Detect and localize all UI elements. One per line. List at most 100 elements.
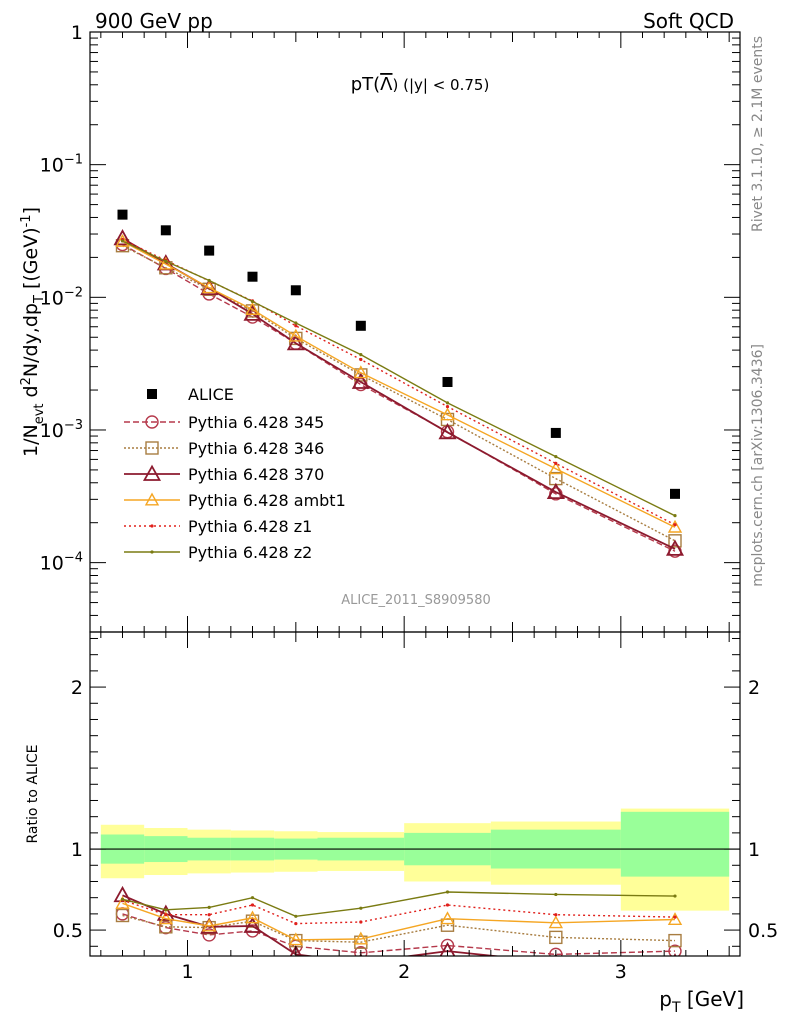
point-5-4 xyxy=(294,324,298,328)
ratio-point-3-0 xyxy=(115,895,130,909)
ratio-point-4-4 xyxy=(294,922,298,926)
ratio-point-5-1 xyxy=(164,908,168,912)
legend-item-0: ALICE xyxy=(147,385,234,404)
ytick-label-0: 1 xyxy=(71,22,83,44)
y-axis-label: 1/Nevt d2N/dy,dpT [(GeV)-1] xyxy=(19,207,47,457)
series-line-4 xyxy=(122,240,676,528)
point-6-3 xyxy=(250,299,255,304)
legend-item-2: Pythia 6.428 346 xyxy=(124,439,324,458)
ratio-point-4-8 xyxy=(673,915,677,919)
ratio-frame xyxy=(89,631,741,957)
ytick-base: 10 xyxy=(40,155,64,177)
ratio-point-0-7 xyxy=(549,947,563,956)
ratio-point-4-1 xyxy=(164,913,168,917)
ylabel-c: N/dy,dp xyxy=(20,303,42,377)
legend-label: Pythia 6.428 z1 xyxy=(188,517,312,536)
legend-marker xyxy=(147,389,157,399)
point-4-7 xyxy=(548,461,564,475)
x-axis-label: pT [GeV] xyxy=(659,987,744,1016)
legend: ALICE Pythia 6.428 345 Pythia 6.428 346 Pyt… xyxy=(124,385,346,562)
ytick-base: 1 xyxy=(71,22,83,44)
point-6-7 xyxy=(554,454,558,459)
ytick-label-4: 10−4 xyxy=(40,551,83,575)
ratio-ytick-label-right-2: 2 xyxy=(748,677,760,699)
point-5-7 xyxy=(554,461,558,465)
ylabel-e: ] xyxy=(20,207,42,214)
ytick-exp: −2 xyxy=(64,285,83,300)
ratio-point-5-4 xyxy=(294,914,298,918)
main-frame xyxy=(89,31,741,633)
legend-marker xyxy=(145,415,159,429)
ratio-point-4-3 xyxy=(250,903,255,907)
ratio-point-4-6 xyxy=(445,903,450,907)
legend-item-6: Pythia 6.428 z2 xyxy=(124,543,312,562)
band-inner-8 xyxy=(620,811,730,877)
ratio-line-1 xyxy=(122,914,676,943)
ratio-point-0-5 xyxy=(354,946,368,956)
xtick-label-0: 1 xyxy=(181,961,193,983)
plot-title-prefix: pT( xyxy=(351,74,380,95)
ratio-series-3 xyxy=(115,895,683,946)
ylabel-a-sub: evt xyxy=(32,404,47,425)
ratio-y-label: Ratio to ALICE xyxy=(25,744,41,843)
point-3-5 xyxy=(351,372,370,389)
ratio-ytick-label-left-0: 0.5 xyxy=(53,920,83,942)
legend-label: ALICE xyxy=(188,385,234,404)
point-0-3 xyxy=(247,271,258,282)
xlabel-b: [GeV] xyxy=(681,987,744,1011)
ytick-label-2: 10−2 xyxy=(40,285,83,309)
point-4-6 xyxy=(440,407,455,421)
ratio-point-3-4 xyxy=(288,932,304,946)
ratio-point-2-8 xyxy=(673,953,677,956)
point-0-6 xyxy=(442,376,453,387)
ytick-label-1: 10−1 xyxy=(40,153,83,177)
point-3-8 xyxy=(665,539,685,556)
series-line-2 xyxy=(122,245,676,542)
ratio-series-0 xyxy=(115,907,682,956)
point-3-0 xyxy=(113,229,132,246)
mcplots-label: mcplots.cern.ch [arXiv:1306.3436] xyxy=(750,344,766,587)
ratio-point-2-6 xyxy=(439,941,456,956)
legend-label: Pythia 6.428 346 xyxy=(188,439,324,458)
ytick-base: 10 xyxy=(40,553,64,575)
legend-label: Pythia 6.428 ambt1 xyxy=(188,491,346,510)
point-3-6 xyxy=(438,422,457,440)
series-6 xyxy=(120,239,677,518)
ratio-point-2-5 xyxy=(359,953,363,956)
ratio-point-2-7 xyxy=(554,953,558,956)
point-4-3 xyxy=(245,302,260,315)
ratio-point-0-8 xyxy=(668,944,682,956)
ratio-point-1-8 xyxy=(668,933,682,948)
legend-label: Pythia 6.428 z2 xyxy=(188,543,312,562)
ytick-base: 10 xyxy=(40,287,64,309)
legend-marker xyxy=(144,492,160,506)
point-0-8 xyxy=(670,488,680,499)
ylabel-c-sub: T xyxy=(32,295,47,304)
legend-marker xyxy=(150,550,154,554)
point-4-1 xyxy=(158,256,174,270)
xtick-label-2: 3 xyxy=(615,961,627,983)
point-6-4 xyxy=(294,321,298,325)
point-4-5 xyxy=(353,365,369,379)
point-4-4 xyxy=(288,328,304,342)
legend-marker xyxy=(145,441,159,455)
legend-marker xyxy=(150,524,154,528)
ratio-series-5 xyxy=(120,890,677,918)
point-3-3 xyxy=(243,304,262,321)
legend-item-4: Pythia 6.428 ambt1 xyxy=(124,491,346,510)
ytick-exp: −4 xyxy=(64,551,83,566)
ratio-point-3-5 xyxy=(353,931,369,945)
ratio-line-2 xyxy=(122,894,503,956)
ratio-ytick-label-left-1: 1 xyxy=(71,839,83,861)
point-3-4 xyxy=(286,333,305,351)
point-6-1 xyxy=(164,259,168,263)
ylabel-d-sup: -1 xyxy=(19,214,34,227)
ratio-line-5 xyxy=(122,891,676,918)
ratio-ytick-label-left-2: 2 xyxy=(71,677,83,699)
ratio-point-1-5 xyxy=(354,935,368,949)
xtick-label-1: 2 xyxy=(398,961,410,983)
point-6-0 xyxy=(120,239,125,243)
ratio-point-4-2 xyxy=(207,913,211,917)
legend-label: Pythia 6.428 370 xyxy=(188,465,324,484)
